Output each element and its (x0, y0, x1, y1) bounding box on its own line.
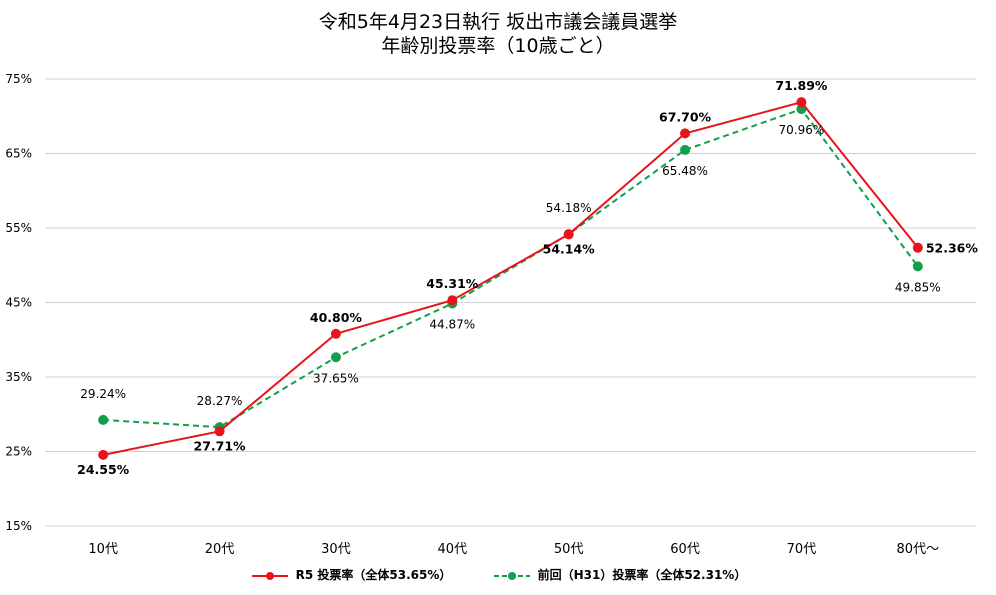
data-point-current (680, 128, 691, 139)
x-axis-ticks: 10代 20代 30代 40代 50代 60代 70代 80代〜 (88, 542, 939, 557)
data-label-current: 67.70% (659, 109, 712, 124)
data-point-previous (98, 414, 109, 425)
data-point-current (447, 295, 458, 306)
chart-title-line2: 年齢別投票率（10歳ごと） (381, 35, 615, 57)
data-label-previous: 28.27% (197, 394, 243, 408)
data-label-previous: 29.24% (80, 387, 126, 401)
x-tick-label: 40代 (438, 542, 468, 557)
legend-label-current: R5 投票率（全体53.65%） (295, 568, 452, 582)
y-tick-label: 15% (5, 519, 32, 533)
data-label-current: 52.36% (926, 241, 979, 256)
data-label-previous: 44.87% (429, 317, 475, 331)
x-tick-label: 60代 (670, 542, 700, 557)
data-label-current: 40.80% (310, 310, 363, 325)
x-tick-label: 30代 (321, 542, 351, 557)
data-point-current (214, 426, 225, 437)
x-tick-label: 80代〜 (897, 542, 940, 557)
legend: R5 投票率（全体53.65%） 前回（H31）投票率（全体52.31%） (0, 566, 996, 583)
y-tick-label: 65% (5, 147, 32, 161)
chart-title: 令和5年4月23日執行 坂出市議会議員選挙 年齢別投票率（10歳ごと） (0, 10, 996, 58)
legend-item-current: R5 投票率（全体53.65%） (250, 566, 452, 583)
y-tick-label: 35% (5, 370, 32, 384)
data-point-current (796, 97, 807, 108)
data-label-current: 27.71% (194, 438, 247, 453)
chart-title-line1: 令和5年4月23日執行 坂出市議会議員選挙 (318, 11, 678, 33)
series-line-current (102, 101, 919, 456)
data-point-previous (912, 261, 923, 272)
data-label-current: 71.89% (775, 78, 828, 93)
x-tick-label: 70代 (787, 542, 817, 557)
data-label-previous: 70.96% (779, 123, 825, 137)
legend-label-previous: 前回（H31）投票率（全体52.31%） (537, 568, 747, 582)
data-label-previous: 49.85% (895, 280, 941, 294)
data-label-current: 54.14% (543, 241, 596, 256)
legend-item-previous: 前回（H31）投票率（全体52.31%） (492, 566, 747, 583)
y-tick-label: 55% (5, 221, 32, 235)
data-point-previous (680, 144, 691, 155)
data-label-previous: 37.65% (313, 371, 359, 385)
y-axis-ticks: 15% 25% 35% 45% 55% 65% 75% (5, 72, 32, 533)
x-tick-label: 50代 (554, 542, 584, 557)
series-layer (98, 97, 923, 460)
legend-marker-current (251, 571, 288, 580)
data-label-current: 45.31% (426, 276, 479, 291)
legend-marker-previous (493, 571, 530, 580)
series-line-previous (103, 107, 919, 429)
data-point-current (98, 449, 109, 460)
data-point-current (563, 229, 574, 240)
y-tick-label: 45% (5, 296, 32, 310)
data-point-previous (330, 352, 341, 363)
data-labels: 24.55% 27.71% 40.80% 45.31% 54.14% 67.70% 71.8… (77, 78, 978, 477)
data-label-previous: 54.18% (546, 201, 592, 215)
data-label-previous: 65.48% (662, 164, 708, 178)
x-tick-label: 20代 (205, 542, 235, 557)
y-tick-label: 75% (5, 72, 32, 86)
y-tick-label: 25% (5, 445, 32, 459)
x-tick-label: 10代 (88, 542, 118, 557)
line-chart: 15% 25% 35% 45% 55% 65% 75% 10代 20代 30代 40代 50代 60代… (5, 72, 978, 557)
data-point-current (330, 328, 341, 339)
grid-layer (45, 78, 976, 527)
data-label-current: 24.55% (77, 462, 130, 477)
data-point-current (912, 242, 923, 253)
